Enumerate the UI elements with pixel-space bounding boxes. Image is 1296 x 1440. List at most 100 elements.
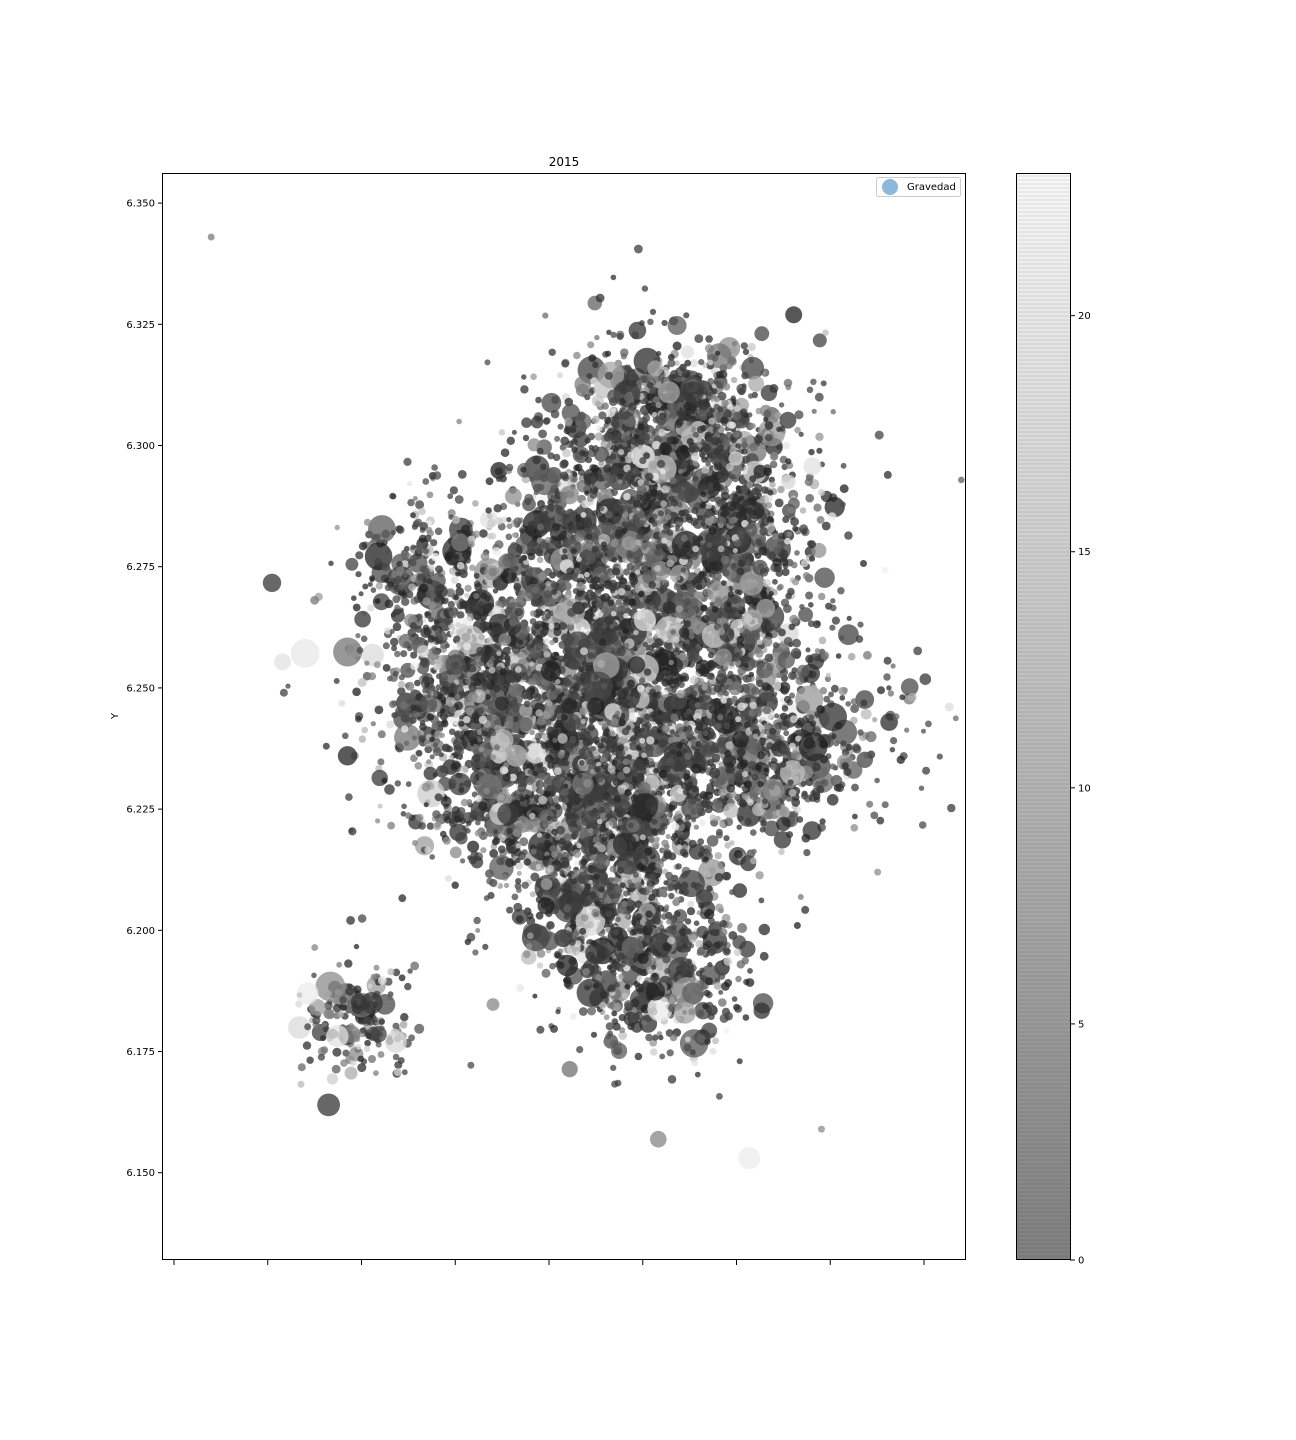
scatter-point [604,350,612,357]
scatter-point [506,906,514,914]
scatter-point [475,819,481,826]
scatter-point [587,341,595,349]
scatter-point [583,726,599,742]
scatter-point [602,464,612,473]
scatter-point [520,466,527,473]
scatter-point [701,465,710,474]
scatter-point [551,522,561,532]
scatter-point [460,858,466,864]
scatter-point [805,654,814,664]
scatter-point [525,583,542,601]
scatter-point [860,699,868,707]
scatter-point [639,405,651,416]
scatter-point [633,433,640,440]
scatter-point [367,604,375,612]
scatter-point [818,489,825,496]
scatter-point [543,638,550,645]
scatter-point [631,467,640,476]
scatter-point [576,556,582,562]
scatter-point [580,633,587,640]
scatter-point [690,453,700,462]
scatter-point [581,499,590,509]
scatter-point [925,720,932,728]
scatter-point [631,331,639,340]
scatter-point [529,891,536,898]
scatter-point [519,528,525,534]
scatter-point [511,429,517,435]
scatter-point [613,436,622,444]
scatter-point [794,410,804,420]
scatter-point [883,470,892,479]
scatter-point [662,601,676,615]
scatter-point [542,312,549,319]
scatter-point [812,333,827,348]
scatter-point [551,395,560,405]
scatter-point [727,403,734,411]
scatter-point [647,360,664,377]
scatter-point [544,613,552,620]
scatter-point [598,460,605,467]
scatter-point [689,359,698,368]
scatter-point [536,556,544,564]
scatter-point [719,370,728,379]
scatter-point [590,377,599,386]
scatter-point [637,423,645,431]
scatter-point [511,532,517,538]
scatter-point [610,465,619,475]
scatter-point [883,656,892,665]
scatter-point [803,457,822,476]
scatter-point [757,419,786,447]
scatter-point [698,359,705,366]
scatter-point [610,538,619,548]
scatter-point [686,420,693,427]
scatter-point [679,444,689,454]
scatter-point [686,438,694,445]
scatter-point [830,409,836,415]
scatter-point [604,482,611,489]
scatter-point [621,727,630,736]
scatter-point [831,684,839,693]
scatter-point [675,418,684,426]
scatter-point [521,374,527,380]
scatter-point [656,459,666,469]
scatter-point [521,658,527,665]
scatter-point [611,407,617,413]
scatter-point [735,443,742,449]
scatter-point [741,437,747,443]
scatter-point [505,533,513,541]
scatter-point [814,648,821,654]
scatter-points [207,233,966,1170]
scatter-point [919,673,932,685]
scatter-point [647,318,654,325]
scatter-point [573,431,589,448]
scatter-point [543,590,552,599]
scatter-point [666,436,674,444]
scatter-point [545,581,551,587]
scatter-point [512,705,520,713]
scatter-point [585,533,593,541]
y-axis-label: Y [110,712,121,720]
scatter-point [590,745,596,752]
scatter-point [680,583,687,591]
scatter-point [781,568,790,577]
scatter-point [711,388,718,395]
scatter-point [431,464,438,471]
scatter-point [587,389,595,396]
scatter-point [351,595,357,601]
scatter-point [774,713,779,719]
scatter-point [658,428,666,437]
scatter-point [850,698,858,705]
scatter-point [741,448,748,455]
scatter-point [555,689,561,695]
scatter-point [696,426,705,434]
scatter-point [829,604,837,612]
scatter-point [352,687,361,697]
scatter-point [707,359,714,366]
scatter-point [587,652,595,660]
scatter-point [510,541,518,549]
scatter-point [506,436,515,445]
scatter-point [627,553,633,558]
scatter-point [355,633,361,639]
scatter-point [619,456,626,463]
